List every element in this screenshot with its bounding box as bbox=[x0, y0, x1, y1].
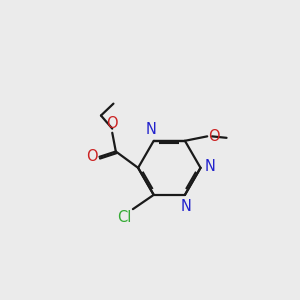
Text: Cl: Cl bbox=[117, 210, 132, 225]
Text: N: N bbox=[145, 122, 156, 137]
Text: N: N bbox=[181, 199, 192, 214]
Text: O: O bbox=[208, 129, 220, 144]
Text: N: N bbox=[204, 159, 215, 174]
Text: O: O bbox=[86, 149, 98, 164]
Text: O: O bbox=[106, 116, 118, 131]
